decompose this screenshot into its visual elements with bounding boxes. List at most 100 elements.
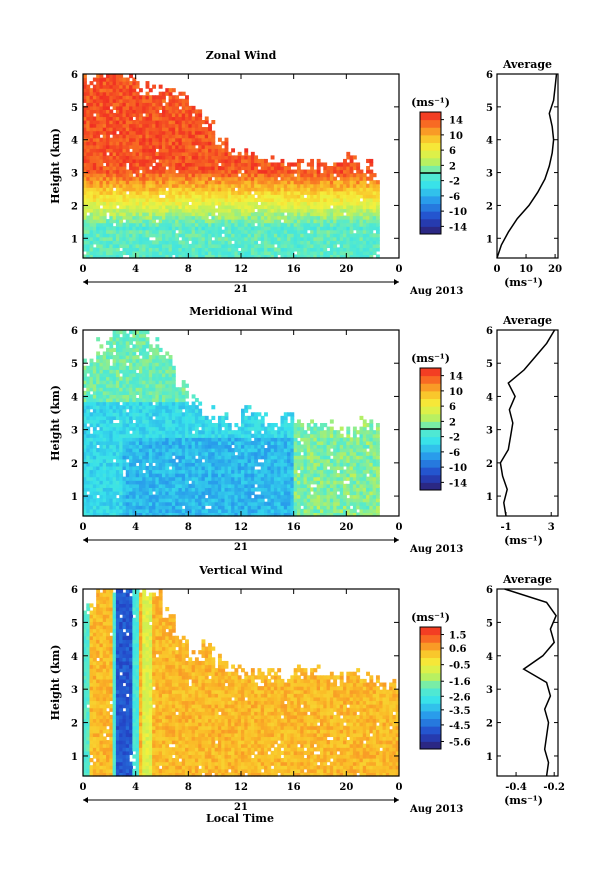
panel2-cell (198, 451, 203, 456)
panel1-cell (122, 208, 127, 213)
panel1-cell (352, 208, 357, 213)
panel2-cell (125, 494, 130, 499)
panel2-cell (99, 473, 104, 478)
panel1-cell (125, 201, 130, 206)
panel1-cell (129, 208, 133, 213)
panel1-cell (217, 243, 222, 248)
panel2-cell (175, 405, 180, 410)
panel2-cell (165, 437, 170, 442)
panel2-cell (129, 433, 133, 438)
panel1-cell (109, 219, 114, 224)
panel1-cell (99, 254, 104, 259)
panel2-cell (99, 494, 104, 499)
panel2-cell (201, 501, 206, 506)
panel2-cell (125, 344, 130, 349)
panel2-cell (96, 490, 101, 496)
panel1-cell (155, 215, 160, 220)
panel1-ytick-label: 4 (71, 136, 78, 147)
panel1-cell (86, 137, 91, 142)
panel1-cell (313, 222, 318, 227)
panel2-cell (132, 376, 137, 381)
panel2-cell (162, 401, 166, 406)
panel1-cell (237, 226, 242, 231)
panel1-cell (112, 194, 117, 199)
panel2-cell (86, 383, 91, 388)
panel1-cell (99, 180, 104, 185)
panel1-cell (306, 219, 311, 224)
panel1-cell (188, 247, 193, 252)
panel1-cell (313, 236, 318, 241)
panel1-cell (132, 84, 137, 89)
panel2-cell (142, 505, 147, 510)
panel2-cell (155, 451, 160, 456)
panel1-cell (119, 120, 124, 125)
panel1-cell (346, 155, 351, 160)
panel1-cell (125, 141, 130, 146)
panel2-cell (109, 473, 114, 478)
panel1-cell (86, 169, 91, 174)
panel2-cell (162, 455, 166, 460)
panel1-cell (247, 201, 252, 206)
panel1-cell (270, 250, 275, 256)
panel1-cell (148, 155, 153, 160)
panel1-cell (217, 208, 222, 213)
panel1-cell (99, 102, 104, 107)
panel1-cell (267, 219, 272, 224)
panel1-cell (168, 109, 173, 114)
panel1-cell (339, 215, 344, 220)
panel1-cell (152, 180, 157, 185)
panel1-cell (343, 208, 347, 213)
panel2-cell (175, 444, 180, 449)
panel1-cell (221, 254, 226, 259)
panel2-cell (109, 451, 114, 456)
panel1-cell (231, 201, 236, 206)
panel1-cell (194, 112, 199, 118)
panel2-cell (171, 469, 176, 474)
panel1-cell (352, 212, 357, 217)
panel1-cell (122, 204, 127, 210)
panel2-cell (208, 455, 212, 460)
panel1-cell (145, 201, 150, 206)
panel2-cell (135, 430, 140, 435)
panel2-cell (99, 419, 104, 424)
panel2-cell (148, 473, 153, 478)
panel2-cell (168, 419, 173, 424)
panel1-cell (138, 173, 143, 178)
panel1-cell (198, 240, 203, 245)
panel1-cell (204, 204, 209, 210)
panel2-cell (106, 423, 110, 428)
panel1-cell (96, 212, 101, 217)
panel1-cell (191, 173, 196, 178)
panel1-cell (135, 134, 140, 139)
panel2-cell (106, 358, 110, 363)
panel1-cell (366, 166, 370, 171)
panel1-cell (204, 240, 209, 245)
panel1-cell (310, 197, 315, 202)
panel2-cell (99, 426, 104, 431)
panel2-cell (142, 473, 147, 478)
panel1-cell (366, 190, 370, 195)
panel2-cell (89, 365, 94, 370)
panel1-cell (231, 236, 236, 241)
panel1-cell (329, 240, 334, 245)
panel1-cell (162, 130, 166, 135)
panel1-cell (112, 233, 117, 238)
panel1-cell (280, 204, 285, 210)
panel1-cell (356, 194, 361, 199)
panel1-cell (125, 123, 130, 128)
panel1-cell (89, 250, 94, 256)
panel2-cell (194, 512, 199, 517)
panel1-cell (175, 134, 180, 139)
panel1-cell (148, 134, 153, 139)
panel1-cell (329, 215, 334, 220)
panel1-cell (247, 176, 252, 181)
panel1-cell (241, 240, 245, 245)
panel1-cell (115, 88, 120, 93)
panel1-cell (138, 162, 143, 167)
panel2-cell (132, 469, 137, 474)
panel1-cell (201, 204, 206, 210)
panel1-cell (290, 229, 295, 234)
panel1-cell (112, 84, 117, 89)
panel1-cell (152, 183, 157, 188)
panel2-cell (99, 483, 104, 488)
